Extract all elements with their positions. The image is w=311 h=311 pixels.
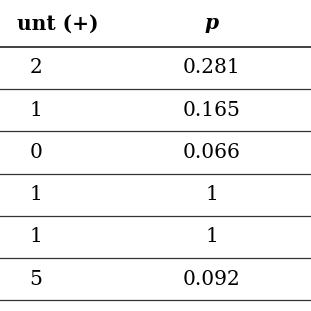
Text: 0.281: 0.281: [183, 58, 240, 77]
Text: 0.165: 0.165: [183, 100, 240, 120]
Text: 1: 1: [30, 185, 42, 204]
Text: unt (+): unt (+): [17, 13, 99, 33]
Text: 5: 5: [30, 270, 42, 289]
Text: 0.092: 0.092: [183, 270, 240, 289]
Text: 2: 2: [30, 58, 42, 77]
Text: 1: 1: [30, 100, 42, 120]
Text: 0: 0: [30, 143, 42, 162]
Text: p: p: [204, 13, 219, 33]
Text: 1: 1: [205, 185, 218, 204]
Text: 0.066: 0.066: [183, 143, 240, 162]
Text: 1: 1: [30, 227, 42, 247]
Text: 1: 1: [205, 227, 218, 247]
